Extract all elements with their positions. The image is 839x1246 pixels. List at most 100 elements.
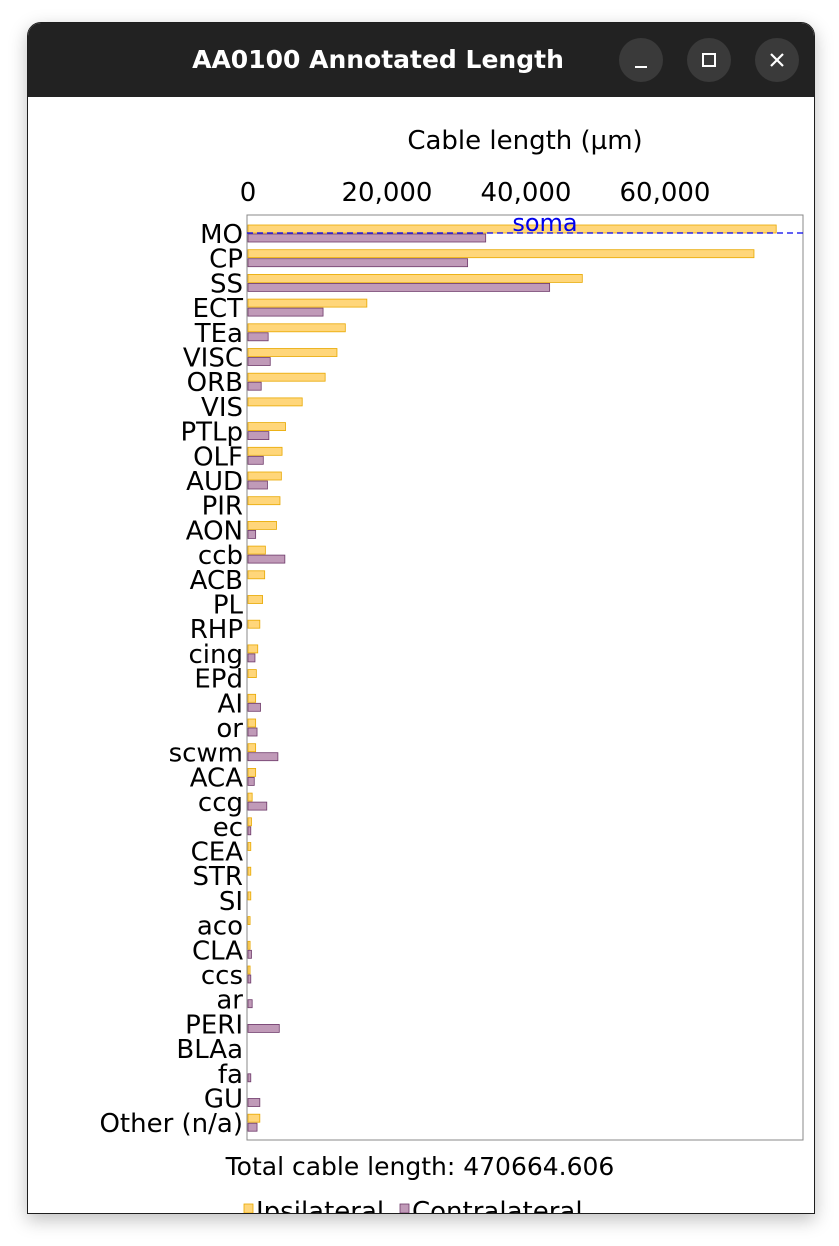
bar-ipsilateral	[247, 397, 303, 407]
bar-ipsilateral	[247, 595, 263, 604]
window-title: AA0100 Annotated Length	[192, 45, 564, 74]
bar-contralateral	[247, 702, 261, 712]
bar-ipsilateral	[247, 768, 257, 777]
bar-ipsilateral	[247, 471, 282, 481]
minimize-icon	[635, 66, 647, 68]
category-label: fa	[218, 1060, 243, 1090]
legend-label-ipsilateral: Ipsilateral	[256, 1197, 384, 1213]
bar-contralateral	[247, 381, 262, 391]
x-tick-label: 0	[240, 178, 257, 208]
bar-ipsilateral	[247, 693, 257, 703]
bar-ipsilateral	[247, 916, 251, 925]
legend-swatch-ipsilateral	[243, 1203, 254, 1213]
bar-contralateral	[247, 480, 268, 490]
category-label: ccb	[198, 541, 243, 571]
category-label: GU	[204, 1085, 243, 1115]
category-label: ORB	[187, 368, 243, 398]
bar-ipsilateral	[247, 348, 338, 357]
bar-ipsilateral	[247, 273, 583, 283]
chart-window: AA0100 Annotated Length Cable length (µm…	[27, 22, 815, 1214]
bar-contralateral	[247, 974, 252, 984]
bar-contralateral	[247, 653, 256, 663]
category-label: PERI	[185, 1010, 243, 1040]
title-bar[interactable]: AA0100 Annotated Length	[28, 23, 814, 97]
bar-ipsilateral	[247, 718, 257, 728]
category-label: VISC	[183, 344, 243, 374]
bar-ipsilateral	[247, 422, 286, 432]
category-label: ACA	[190, 763, 243, 793]
category-label: OLF	[193, 442, 243, 472]
category-label: PL	[213, 591, 244, 621]
category-label: Other (n/a)	[99, 1109, 243, 1139]
total-cable-length: Total cable length: 470664.606	[225, 1152, 615, 1181]
category-label: ECT	[193, 294, 244, 324]
category-label: BLAa	[176, 1035, 243, 1065]
bar-contralateral	[247, 529, 257, 539]
bar-contralateral	[247, 332, 269, 342]
x-axis-label: Cable length (µm)	[407, 126, 642, 156]
bar-contralateral	[247, 431, 270, 441]
bar-ipsilateral	[247, 619, 261, 629]
bar-ipsilateral	[247, 570, 266, 580]
bar-contralateral	[247, 999, 253, 1009]
bars	[247, 224, 777, 1132]
category-label: SI	[219, 887, 243, 917]
bar-contralateral	[247, 949, 252, 959]
bar-contralateral	[247, 752, 279, 762]
bar-contralateral	[247, 1098, 261, 1107]
bar-contralateral	[247, 801, 268, 811]
bar-ipsilateral	[247, 446, 283, 456]
bar-ipsilateral	[247, 842, 252, 851]
category-label: ar	[216, 986, 243, 1016]
category-label: AON	[186, 516, 243, 546]
legend-label-contralateral: Contralateral	[412, 1197, 583, 1213]
category-label: ccs	[201, 961, 243, 991]
category-label: PIR	[202, 492, 243, 522]
bar-ipsilateral	[247, 520, 277, 530]
minimize-button[interactable]	[619, 38, 663, 82]
category-label: or	[216, 714, 243, 744]
legend-swatch-contralateral	[399, 1203, 410, 1213]
category-label: cing	[188, 640, 243, 670]
category-label: CEA	[191, 838, 244, 868]
maximize-button[interactable]	[687, 38, 731, 82]
bar-contralateral	[247, 1073, 252, 1083]
x-axis-ticks: 0 20,000 40,000 60,000	[240, 178, 711, 208]
category-label: aco	[197, 912, 243, 942]
bar-contralateral	[247, 455, 264, 465]
category-label: SS	[210, 269, 243, 299]
category-label: RHP	[190, 615, 243, 645]
close-button[interactable]	[755, 38, 799, 82]
category-label: PTLp	[180, 418, 243, 448]
bar-contralateral	[247, 777, 255, 786]
bar-contralateral	[247, 357, 271, 366]
bar-ipsilateral	[247, 940, 251, 950]
bar-contralateral	[247, 1024, 280, 1033]
close-icon	[770, 53, 784, 67]
category-labels: MOCPSSECTTEaVISCORBVISPTLpOLFAUDPIRAONcc…	[99, 220, 243, 1139]
maximize-icon	[702, 53, 716, 67]
bar-ipsilateral	[247, 817, 252, 827]
bar-ipsilateral	[247, 644, 259, 654]
bar-ipsilateral	[247, 965, 251, 975]
soma-annotation: soma	[512, 209, 577, 237]
category-label: scwm	[169, 739, 243, 769]
bar-ipsilateral	[247, 669, 257, 678]
x-tick-label: 60,000	[620, 178, 711, 208]
plot-area	[246, 214, 804, 1141]
bar-contralateral	[247, 282, 551, 292]
bar-contralateral	[247, 233, 487, 243]
x-tick-label: 20,000	[342, 178, 433, 208]
category-label: ec	[213, 813, 243, 843]
bar-contralateral	[247, 307, 324, 317]
category-label: VIS	[201, 393, 243, 423]
category-label: ACB	[190, 566, 243, 596]
category-label: CP	[209, 245, 243, 275]
bar-ipsilateral	[247, 1113, 261, 1123]
x-tick-label: 40,000	[481, 178, 572, 208]
category-label: EPd	[194, 665, 243, 695]
bar-ipsilateral	[247, 866, 252, 876]
bar-ipsilateral	[247, 298, 368, 308]
bar-ipsilateral	[247, 496, 281, 506]
category-label: AI	[218, 689, 243, 719]
